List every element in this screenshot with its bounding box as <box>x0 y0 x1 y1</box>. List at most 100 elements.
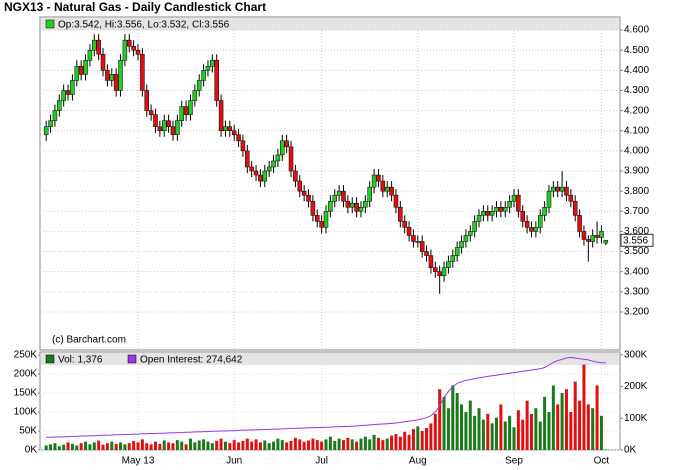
candle-body <box>231 130 237 136</box>
volume-bar <box>315 440 319 450</box>
y-tick-label: 3.200 <box>624 307 649 318</box>
volume-bar <box>66 442 70 450</box>
volume-bar <box>473 415 477 450</box>
candle-body <box>581 231 587 240</box>
volume-bar <box>560 393 564 450</box>
y-tick-label: 4.000 <box>624 146 649 157</box>
candle-body <box>363 200 368 208</box>
candle-body <box>87 49 93 61</box>
candle-body <box>179 106 184 121</box>
volume-panel <box>39 351 621 451</box>
volume-bar <box>573 381 577 450</box>
candle-body <box>135 49 141 55</box>
volume-bar <box>464 412 468 450</box>
candle-body <box>245 150 250 168</box>
candle-body <box>131 45 136 51</box>
candle-body <box>105 70 110 81</box>
volume-bar <box>132 440 136 450</box>
volume-bar <box>591 408 595 450</box>
candle-body <box>78 66 84 75</box>
volume-bar <box>215 440 219 450</box>
candle-body <box>57 100 62 111</box>
volume-bar <box>499 404 503 450</box>
candle-body <box>328 200 333 212</box>
candle-body <box>468 231 473 236</box>
candle-body <box>551 186 556 192</box>
candle-body <box>389 186 394 196</box>
candle-body <box>349 202 355 208</box>
candle-body <box>127 39 132 47</box>
volume-bar <box>44 445 48 450</box>
volume-bar <box>398 436 402 450</box>
price-panel <box>39 16 621 351</box>
volume-bar <box>123 444 127 450</box>
volume-bar <box>385 438 389 450</box>
chart-title: NGX13 - Natural Gas - Daily Candlestick … <box>4 0 266 14</box>
candle-body <box>122 39 128 61</box>
volume-bar <box>333 440 337 450</box>
candle-body <box>258 174 263 182</box>
volume-bar <box>564 389 568 450</box>
candle-body <box>463 235 469 242</box>
volume-bar <box>114 443 118 450</box>
volume-bar <box>543 396 547 450</box>
candle-body <box>48 120 53 127</box>
candle-body <box>472 221 477 232</box>
volume-bar <box>534 408 538 450</box>
y-tick-label: 4.400 <box>624 65 649 76</box>
volume-bar <box>232 440 236 450</box>
volume-bar <box>289 440 293 450</box>
candle-body <box>266 166 272 172</box>
y2-tick-label: 300K <box>624 349 648 360</box>
candle-body <box>533 227 539 232</box>
candle-body <box>166 120 171 127</box>
volume-bar <box>79 443 83 450</box>
candle-body <box>555 186 560 192</box>
volume-bar <box>302 441 306 450</box>
volume-bar <box>311 438 315 450</box>
candle-body <box>275 154 281 162</box>
candle-body <box>498 207 504 212</box>
volume-bar <box>57 446 61 450</box>
candle-body <box>170 126 176 136</box>
volume-bar <box>119 442 123 450</box>
candle-body <box>306 194 311 202</box>
volume-bar <box>416 426 420 450</box>
candle-body <box>74 66 80 81</box>
volume-bar <box>328 436 332 450</box>
candle-body <box>284 140 289 148</box>
candle-body <box>183 106 189 115</box>
volume-bar <box>512 427 516 450</box>
volume-bar <box>376 437 380 450</box>
legend-swatch <box>127 354 137 364</box>
candle-body <box>345 200 351 208</box>
volume-bar <box>136 442 140 450</box>
y-tick-label: 3.300 <box>624 286 649 297</box>
candle-body <box>148 110 154 115</box>
candle-body <box>280 140 285 156</box>
candle-body <box>577 215 582 232</box>
volume-bar <box>105 443 109 450</box>
volume-bar <box>446 408 450 450</box>
volume-bar <box>285 442 289 450</box>
candle-body <box>201 70 206 81</box>
volume-bar <box>320 441 324 450</box>
volume-bar <box>503 421 507 450</box>
volume-bar <box>538 421 542 450</box>
candle-body <box>100 53 106 71</box>
candle-body <box>529 227 534 232</box>
volume-bar <box>280 440 284 450</box>
volume-bar <box>346 437 350 450</box>
y-tick-label: 3.600 <box>624 226 649 237</box>
candle-body <box>507 200 512 208</box>
candle-body <box>288 146 294 172</box>
volume-bar <box>272 441 276 450</box>
volume-bar <box>254 439 258 450</box>
candle-body <box>113 74 119 91</box>
candle-body <box>402 221 407 228</box>
volume-bar <box>381 440 385 450</box>
candle-body <box>218 100 224 132</box>
y-tick-label: 4.200 <box>624 105 649 116</box>
candle-body <box>437 271 442 276</box>
volume-bar <box>276 438 280 450</box>
